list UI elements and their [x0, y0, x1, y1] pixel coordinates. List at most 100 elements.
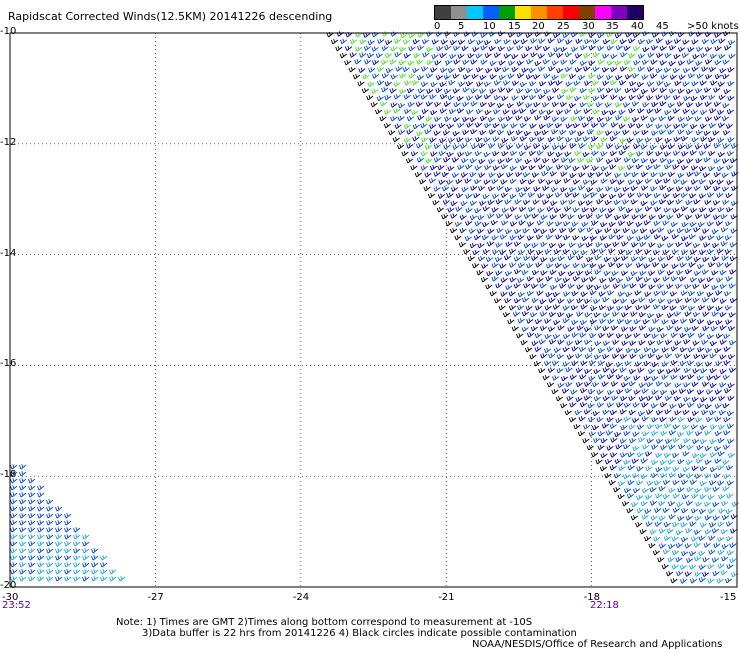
- wind-barb: [722, 199, 730, 205]
- wind-barb: [529, 108, 537, 115]
- wind-barb: [636, 494, 644, 501]
- wind-barb: [698, 535, 706, 541]
- wind-barb: [703, 143, 711, 150]
- wind-barb: [671, 263, 679, 269]
- wind-barb: [504, 228, 513, 235]
- wind-barb: [709, 466, 718, 473]
- wind-barb: [667, 115, 675, 121]
- wind-barb: [529, 123, 537, 129]
- wind-barb: [533, 102, 541, 108]
- wind-barb: [486, 270, 494, 277]
- wind-barb: [610, 66, 618, 73]
- wind-barb: [684, 227, 692, 234]
- wind-barb: [699, 109, 708, 116]
- wind-barb: [632, 473, 640, 479]
- wind-barb: [626, 493, 635, 499]
- wind-barb: [509, 235, 517, 241]
- wind-barb: [515, 143, 524, 149]
- wind-barb: [723, 333, 731, 340]
- wind-barb: [394, 38, 402, 44]
- wind-barb: [10, 562, 18, 568]
- wind-barb: [576, 311, 584, 317]
- wind-barb: [443, 74, 451, 80]
- wind-barb: [557, 255, 565, 262]
- wind-barb: [680, 318, 688, 324]
- wind-barb: [687, 73, 696, 79]
- wind-barb: [496, 129, 505, 136]
- wind-barb: [556, 136, 564, 142]
- wind-barb: [28, 527, 36, 533]
- wind-barb: [614, 102, 623, 108]
- wind-barb: [489, 60, 497, 67]
- wind-barb: [703, 130, 711, 136]
- wind-barb: [686, 402, 695, 408]
- wind-barb: [721, 255, 729, 261]
- wind-barb: [474, 207, 482, 214]
- wind-barb: [617, 291, 625, 297]
- wind-barb: [556, 353, 564, 360]
- wind-barb: [659, 87, 667, 93]
- wind-barb: [601, 381, 609, 387]
- wind-barb: [588, 375, 596, 382]
- wind-barb: [446, 192, 454, 199]
- wind-barb: [729, 157, 738, 164]
- wind-barb: [530, 283, 539, 289]
- wind-barb: [548, 80, 556, 86]
- wind-barb: [606, 416, 614, 423]
- wind-barb: [55, 534, 63, 540]
- wind-barb: [614, 157, 622, 163]
- wind-barb: [675, 529, 684, 536]
- wind-barb: [556, 367, 564, 374]
- wind-barb: [19, 471, 27, 477]
- wind-barb: [610, 325, 619, 331]
- wind-barb: [474, 165, 482, 171]
- wind-barb: [699, 452, 707, 459]
- wind-barb: [547, 136, 555, 143]
- wind-barb: [554, 192, 563, 198]
- wind-barb: [411, 79, 419, 86]
- wind-barb: [681, 424, 690, 430]
- wind-barb: [401, 150, 409, 157]
- wind-barb: [698, 193, 707, 199]
- wind-barb: [490, 220, 498, 226]
- wind-barb: [577, 214, 585, 220]
- wind-barb: [583, 409, 591, 415]
- wind-barb: [711, 228, 719, 235]
- wind-barb: [488, 129, 496, 135]
- wind-barb: [528, 67, 536, 74]
- wind-barb: [504, 199, 512, 205]
- wind-barb: [563, 178, 571, 184]
- wind-barb: [677, 129, 685, 135]
- wind-barb: [600, 221, 608, 228]
- wind-barb: [721, 115, 730, 122]
- wind-barb: [631, 87, 639, 93]
- wind-barb: [663, 452, 672, 459]
- wind-barb: [528, 136, 537, 143]
- wind-barb: [544, 318, 552, 324]
- wind-barb: [462, 59, 470, 65]
- wind-barb: [629, 438, 637, 444]
- wind-barb: [433, 171, 441, 177]
- wind-barb: [596, 143, 604, 150]
- legend-label: 10: [483, 21, 496, 32]
- wind-barb: [696, 290, 705, 297]
- wind-barb: [707, 563, 715, 570]
- wind-barb: [450, 200, 458, 207]
- wind-barb: [560, 375, 569, 382]
- wind-barb: [687, 46, 695, 53]
- wind-barb: [516, 72, 525, 79]
- wind-barb: [390, 102, 398, 108]
- wind-barb: [716, 235, 724, 241]
- wind-barb: [19, 541, 27, 547]
- wind-barb: [716, 464, 725, 471]
- wind-barb: [495, 282, 503, 289]
- wind-barb: [662, 193, 670, 199]
- wind-barb: [533, 186, 541, 192]
- wind-barb: [720, 241, 728, 247]
- wind-barb: [669, 403, 677, 410]
- wind-barb: [349, 38, 358, 45]
- wind-barb: [640, 458, 648, 464]
- wind-barb: [109, 576, 117, 582]
- wind-barb: [379, 115, 387, 122]
- wind-barb: [506, 130, 515, 136]
